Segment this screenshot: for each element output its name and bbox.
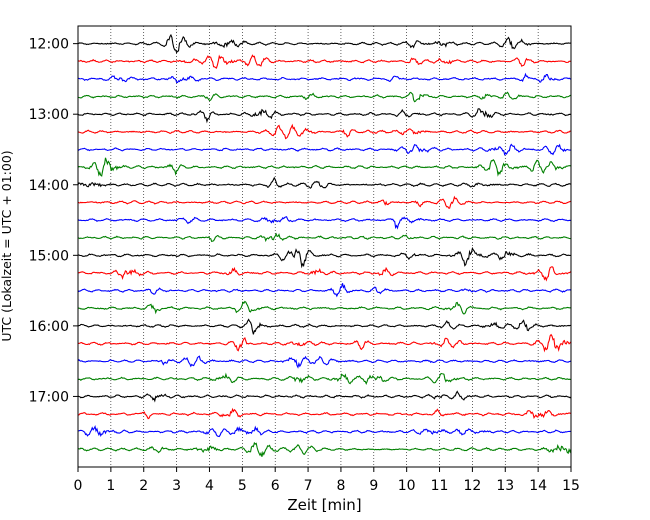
x-tick-label: 3 bbox=[172, 478, 181, 494]
x-axis-label: Zeit [min] bbox=[287, 496, 361, 514]
x-tick-label: 5 bbox=[238, 478, 247, 494]
x-tick-label: 15 bbox=[562, 478, 580, 494]
x-tick-label: 10 bbox=[398, 478, 416, 494]
trace-line bbox=[77, 91, 572, 103]
trace-line bbox=[77, 283, 572, 298]
x-tick-label: 14 bbox=[529, 478, 547, 494]
y-axis-label: UTC (Lokalzeit = UTC + 01:00) bbox=[0, 150, 14, 341]
trace-line bbox=[77, 266, 572, 282]
y-tick-label: 12:00 bbox=[29, 37, 69, 53]
trace-line bbox=[77, 372, 572, 385]
y-tick-label: 16:00 bbox=[29, 319, 69, 335]
trace-line bbox=[77, 216, 572, 230]
trace-line bbox=[77, 300, 572, 315]
trace-line bbox=[77, 318, 572, 335]
trace-line bbox=[77, 195, 572, 209]
y-tick-label: 17:00 bbox=[29, 389, 69, 405]
trace-line bbox=[77, 54, 572, 69]
trace-line bbox=[77, 246, 571, 269]
trace-line bbox=[77, 143, 572, 156]
trace-line bbox=[77, 424, 572, 438]
trace-line bbox=[77, 333, 572, 353]
x-tick-label: 8 bbox=[336, 478, 345, 494]
y-tick-label: 14:00 bbox=[29, 178, 69, 194]
x-tick-label: 1 bbox=[106, 478, 115, 494]
trace-line bbox=[77, 108, 572, 124]
x-tick-label: 2 bbox=[139, 478, 148, 494]
trace-line bbox=[77, 355, 572, 369]
x-tick-label: 0 bbox=[74, 478, 83, 494]
x-tick-label: 9 bbox=[369, 478, 378, 494]
trace-line bbox=[77, 176, 572, 189]
x-grid-lines bbox=[110, 26, 539, 467]
trace-line bbox=[77, 441, 572, 457]
x-tick-label: 4 bbox=[205, 478, 214, 494]
y-axis: 12:00 13:00 14:00 15:00 16:00 17:00 bbox=[29, 37, 78, 405]
trace-line bbox=[77, 232, 572, 243]
x-tick-label: 13 bbox=[496, 478, 514, 494]
trace-line bbox=[77, 390, 572, 403]
x-tick-label: 12 bbox=[463, 478, 481, 494]
trace-line bbox=[77, 407, 572, 420]
plot-frame bbox=[77, 25, 572, 468]
trace-line bbox=[77, 123, 572, 140]
trace-line bbox=[77, 33, 572, 54]
x-tick-label: 11 bbox=[431, 478, 449, 494]
y-tick-label: 15:00 bbox=[29, 248, 69, 264]
trace-line bbox=[77, 72, 572, 84]
x-axis: 0 1 2 3 4 5 6 7 8 9 10 11 12 13 14 15 bbox=[74, 467, 580, 494]
trace-line bbox=[77, 157, 572, 177]
trace-group bbox=[77, 33, 572, 457]
x-tick-label: 6 bbox=[271, 478, 280, 494]
x-tick-label: 7 bbox=[304, 478, 313, 494]
y-tick-label: 13:00 bbox=[29, 107, 69, 123]
